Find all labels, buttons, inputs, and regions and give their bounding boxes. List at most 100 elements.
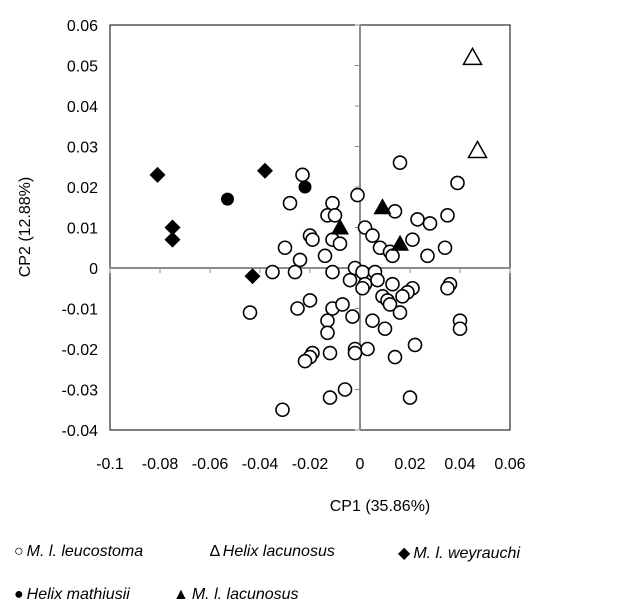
- open-triangle-marker: [462, 46, 483, 66]
- legend-label: Helix mathiusii: [26, 586, 130, 603]
- open-circle-marker: [297, 353, 313, 369]
- open-circle-marker: [305, 232, 320, 247]
- open-circle-marker: [295, 167, 310, 183]
- x-tick-label: -0.02: [292, 456, 329, 473]
- legend-label: Helix lacunosus: [222, 543, 335, 560]
- legend-item-weyrauchi: ◆ M. l. weyrauchi: [398, 543, 520, 563]
- open-circle-marker: [437, 240, 453, 256]
- open-circle-marker: [392, 305, 408, 320]
- open-circle-marker: [387, 349, 403, 365]
- x-tick-label: 0: [356, 456, 365, 473]
- filled-diamond-marker: [164, 219, 181, 236]
- open-circle-marker: [332, 236, 348, 251]
- open-circle-marker: [242, 305, 258, 320]
- open-circle-marker: [292, 252, 308, 268]
- open-circle-marker: [322, 390, 338, 405]
- open-circle-marker: [440, 208, 455, 223]
- open-circle-marker: [325, 195, 340, 211]
- open-circle-marker: [385, 248, 400, 264]
- legend-label: M. l. leucostoma: [26, 543, 144, 560]
- open-circle-marker: [382, 297, 398, 312]
- open-circle-marker: [410, 212, 425, 227]
- open-circle-marker: [290, 301, 305, 316]
- y-tick-label: 0.01: [67, 221, 98, 238]
- open-triangle-icon: ∆: [210, 543, 220, 560]
- y-tick-label: 0.05: [67, 59, 98, 76]
- y-tick-label: 0.06: [67, 18, 98, 35]
- open-circle-marker: [345, 309, 360, 324]
- x-tick-label: -0.1: [96, 456, 124, 473]
- open-circle-marker: [322, 345, 338, 361]
- open-circle-marker: [302, 293, 318, 308]
- open-circle-marker: [387, 204, 403, 219]
- legend-item-leucostoma: ○ M. l. leucostoma: [14, 543, 143, 561]
- filled-circle-marker: [221, 192, 234, 206]
- open-circle-marker: [325, 264, 340, 280]
- open-circle-marker: [277, 240, 293, 256]
- open-circle-marker: [395, 289, 410, 304]
- data-points: [149, 46, 488, 418]
- open-circle-marker: [265, 264, 280, 280]
- y-tick-label: 0.02: [67, 180, 98, 197]
- filled-diamond-icon: ◆: [398, 545, 411, 562]
- open-triangle-marker: [467, 140, 488, 159]
- legend-label: M. l. weyrauchi: [413, 545, 521, 562]
- y-tick-label: -0.01: [62, 302, 99, 319]
- open-circle-marker: [452, 321, 468, 337]
- filled-triangle-icon: ▲: [173, 586, 189, 603]
- open-circle-marker: [317, 248, 333, 264]
- filled-circle-icon: ●: [14, 586, 24, 603]
- open-circle-marker: [355, 264, 370, 280]
- x-axis-label: CP1 (35.86%): [330, 498, 431, 515]
- open-circle-marker: [287, 264, 303, 280]
- open-circle-marker: [365, 228, 380, 243]
- open-circle-marker: [385, 276, 400, 292]
- tick-labels: -0.1 -0.08 -0.06 -0.04 -0.02 0 0.02 0.04 0.06 0.0…: [62, 18, 526, 473]
- filled-diamond-marker: [149, 166, 166, 183]
- open-circle-marker: [320, 325, 335, 341]
- y-tick-label: -0.04: [62, 423, 99, 440]
- y-tick-label: 0: [89, 261, 98, 278]
- x-tick-label: 0.04: [444, 456, 475, 473]
- open-circle-marker: [355, 280, 370, 296]
- open-circle-marker: [402, 390, 418, 405]
- y-tick-label: -0.02: [62, 342, 99, 359]
- x-tick-label: 0.06: [494, 456, 525, 473]
- open-circle-marker: [440, 280, 455, 296]
- x-tick-label: 0.02: [394, 456, 425, 473]
- filled-diamond-marker: [164, 231, 181, 248]
- filled-diamond-marker: [244, 268, 261, 285]
- filled-diamond-marker: [257, 162, 273, 179]
- open-circle-marker: [275, 402, 290, 418]
- legend-label: M. l. lacunosus: [191, 586, 299, 603]
- open-circle-marker: [282, 195, 298, 211]
- open-circle-marker: [320, 313, 335, 328]
- open-circle-marker: [392, 155, 408, 170]
- open-circle-marker: [370, 272, 385, 288]
- x-tick-label: -0.06: [192, 456, 229, 473]
- filled-circle-marker: [298, 180, 312, 194]
- open-circle-marker: [422, 216, 438, 231]
- open-circle-marker: [342, 272, 358, 288]
- open-circle-marker: [405, 232, 420, 247]
- legend-item-helix-lacunosus: ∆ Helix lacunosus: [210, 543, 335, 561]
- open-circle-icon: ○: [14, 543, 24, 560]
- filled-triangle-marker: [331, 218, 349, 235]
- open-circle-marker: [360, 341, 375, 357]
- open-circle-marker: [407, 337, 423, 353]
- open-circle-marker: [335, 297, 350, 312]
- open-circle-marker: [337, 382, 353, 397]
- y-axis-label: CP2 (12.88%): [17, 177, 34, 278]
- x-tick-label: -0.04: [242, 456, 279, 473]
- open-circle-marker: [347, 345, 363, 361]
- open-circle-marker: [420, 248, 435, 264]
- filled-triangle-marker: [391, 234, 409, 251]
- y-tick-label: 0.03: [67, 140, 98, 157]
- legend-item-helix-mathiusii: ● Helix mathiusii: [14, 586, 130, 604]
- y-tick-label: 0.04: [67, 99, 98, 116]
- filled-triangle-marker: [373, 198, 392, 215]
- open-circle-marker: [365, 313, 380, 328]
- open-circle-marker: [327, 208, 343, 223]
- open-circle-marker: [450, 175, 465, 191]
